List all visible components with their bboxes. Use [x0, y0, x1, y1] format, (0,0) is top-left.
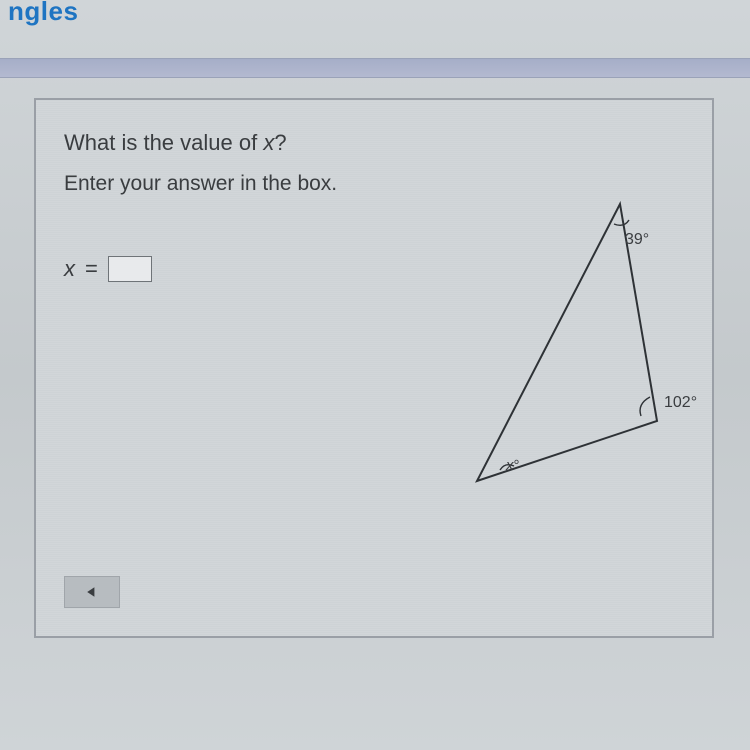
page-title-fragment: ngles — [8, 0, 78, 27]
angle-label-right: 102° — [664, 394, 697, 412]
page-root: ngles What is the value of x? Enter your… — [0, 0, 750, 750]
answer-variable: x — [64, 256, 75, 282]
angle-label-left: x° — [506, 457, 520, 474]
angle-label-top: 39° — [625, 231, 649, 249]
header-band — [0, 58, 750, 78]
triangle-diagram: 39° 102° x° — [432, 196, 692, 506]
question-panel: What is the value of x? Enter your answe… — [34, 98, 714, 638]
question-suffix: ? — [274, 130, 286, 155]
triangle-left-icon — [86, 586, 98, 598]
equals-sign: = — [85, 256, 98, 282]
question-variable: x — [263, 130, 274, 155]
angle-arc-right — [640, 397, 650, 416]
question-text: What is the value of x? — [64, 130, 684, 156]
triangle-svg — [432, 196, 692, 506]
question-instruction: Enter your answer in the box. — [64, 172, 684, 196]
back-button[interactable] — [64, 576, 120, 608]
question-prefix: What is the value of — [64, 130, 263, 155]
answer-input[interactable] — [108, 256, 152, 282]
angle-arc-top — [614, 220, 629, 225]
